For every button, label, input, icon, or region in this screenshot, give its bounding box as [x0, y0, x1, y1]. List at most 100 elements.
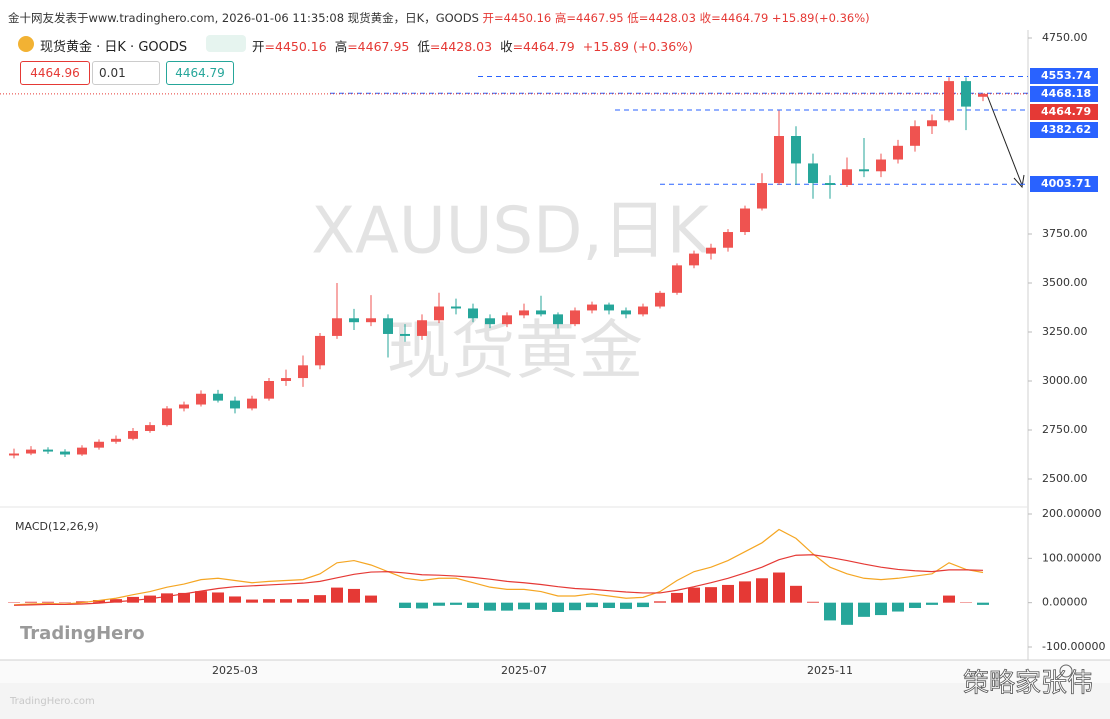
candle-body [9, 453, 19, 456]
candle-body [808, 163, 818, 184]
candle-body [468, 308, 478, 319]
level-label-bg [1030, 68, 1098, 84]
ohlc-legend: 开=4450.16 高=4467.95 低=4428.03 收=4464.79 +15.… [252, 36, 693, 55]
histogram-bar [195, 591, 207, 603]
status-badge[interactable] [206, 35, 246, 52]
candle-body [502, 315, 512, 325]
candle-body [893, 145, 903, 160]
y-tick-label: 3500.00 [1042, 276, 1088, 289]
histogram-bar [603, 602, 615, 608]
candle-body [740, 208, 750, 233]
candle-body [417, 320, 427, 336]
indicator-line [13, 528, 984, 606]
histogram-bar [331, 587, 343, 603]
histogram-bar [178, 592, 190, 603]
histogram-bar [229, 596, 241, 603]
candle-body [43, 449, 53, 452]
caption: 金十网友发表于www.tradinghero.com, 2026-01-06 1… [8, 10, 870, 26]
y-tick-label: 3000.00 [1042, 374, 1088, 387]
buy-price[interactable]: 4464.79 [166, 61, 234, 85]
histogram-bar [858, 602, 870, 617]
indicator-title: MACD(12,26,9) [15, 520, 99, 533]
candle-body [706, 247, 716, 254]
histogram-bar [773, 572, 785, 603]
candle-body [553, 314, 563, 325]
y-tick-label: 2750.00 [1042, 423, 1088, 436]
sell-price[interactable]: 4464.96 [20, 61, 90, 85]
ohlc-label: 低 [417, 39, 430, 54]
candle-body [247, 398, 257, 409]
candle-body [587, 304, 597, 311]
histogram-bar [93, 600, 105, 603]
candle-body [281, 378, 291, 381]
histogram-bar [297, 599, 309, 603]
histogram-bar [399, 602, 411, 608]
ohlc-label: 高 [334, 39, 348, 54]
candle-body [638, 306, 648, 315]
histogram-bar [450, 602, 462, 605]
y-tick-label: 3750.00 [1042, 227, 1088, 240]
caption-quote: 开=4450.16 高=4467.95 低=4428.03 收=4464.79 … [482, 11, 870, 25]
histogram-bar [790, 585, 802, 603]
candle-body [145, 425, 155, 431]
candle-body [944, 81, 954, 121]
candle-body [485, 318, 495, 325]
level-label-bg [1030, 86, 1098, 102]
histogram-bar [926, 602, 938, 605]
candle-body [162, 408, 172, 426]
watermark-symbol: XAUUSD,日K [311, 195, 711, 269]
candle-body [349, 318, 359, 323]
level-label: 4553.74 [1041, 69, 1091, 82]
candle-body [604, 304, 614, 311]
histogram-bar [756, 578, 768, 603]
candle-body [332, 318, 342, 336]
symbol-title[interactable]: 现货黄金 · 日K · GOODS [40, 40, 188, 55]
histogram-bar [943, 595, 955, 603]
candle-body [179, 404, 189, 409]
candle-body [111, 438, 121, 442]
y-tick-label: 100.00000 [1042, 551, 1102, 564]
histogram-bar [841, 602, 853, 625]
histogram-bar [76, 601, 88, 603]
histogram-bar [705, 587, 717, 603]
author-watermark: 策略家张伟 [963, 669, 1093, 699]
candle-body [774, 136, 784, 184]
settings-icon[interactable] [1059, 664, 1073, 678]
candle-body [400, 333, 410, 336]
histogram-bar [416, 602, 428, 609]
y-tick-label: 2500.00 [1042, 472, 1088, 485]
histogram-bar [484, 602, 496, 611]
candle-body [128, 430, 138, 439]
candle-body [94, 441, 104, 448]
histogram-bar [433, 602, 445, 606]
candle-body [26, 449, 36, 454]
candle-body [672, 265, 682, 293]
footer-bar [0, 683, 1110, 719]
symbol-icon [18, 36, 34, 52]
level-label: 4003.71 [1041, 177, 1091, 190]
last-price-label: 4464.79 [1041, 105, 1091, 118]
histogram-bar [501, 602, 513, 611]
caption-text: 金十网友发表于www.tradinghero.com, 2026-01-06 1… [8, 11, 479, 25]
ohlc-value: =4450.16 [264, 39, 327, 54]
histogram-bar [42, 601, 54, 603]
quantity-input[interactable]: 0.01 [92, 61, 160, 85]
arrow-line [986, 94, 1023, 186]
candle-body [570, 310, 580, 325]
histogram-bar [875, 602, 887, 616]
candle-body [196, 393, 206, 405]
candle-body [655, 292, 665, 307]
histogram-bar [348, 588, 360, 603]
watermark-name: 现货黄金 [387, 315, 643, 389]
candle-body [434, 306, 444, 321]
ohlc-value: =4428.03 [429, 39, 493, 54]
x-tick-label: 2025-11 [807, 664, 853, 677]
candle-body [298, 365, 308, 379]
ohlc-change: +15.89 (+0.36%) [582, 39, 693, 54]
histogram-bar [161, 593, 173, 603]
histogram-bar [807, 601, 819, 603]
candle-body [723, 232, 733, 248]
histogram-bar [637, 602, 649, 608]
candle-body [842, 169, 852, 185]
